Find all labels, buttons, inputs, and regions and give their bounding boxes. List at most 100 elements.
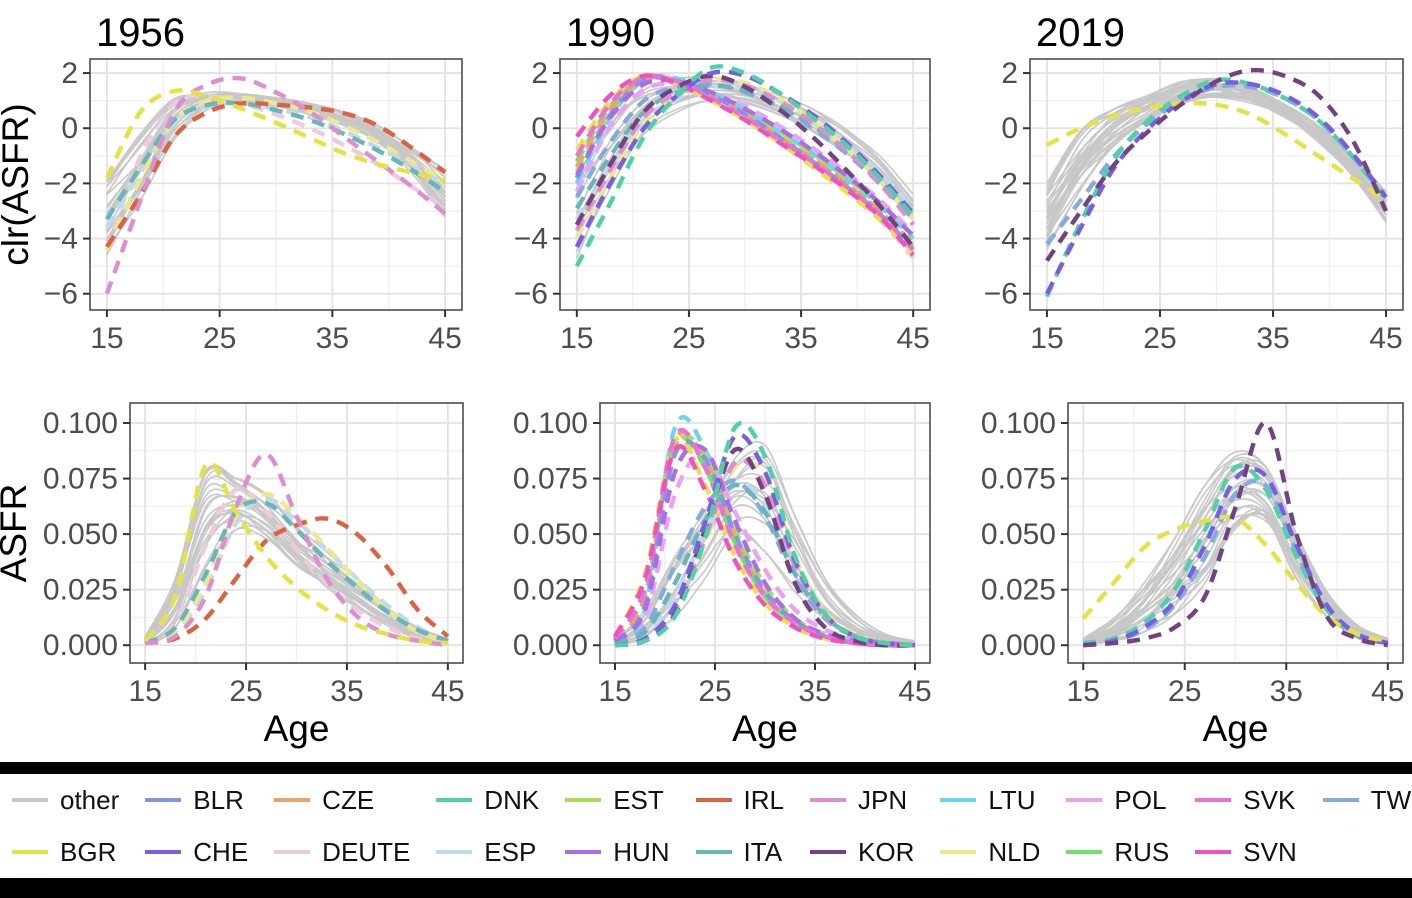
legend-swatch-CZE bbox=[274, 798, 311, 802]
legend-label-SVK: SVK bbox=[1243, 784, 1296, 815]
x-axis-label: Age bbox=[264, 708, 330, 749]
panel-ASFR-2: 15 25 35 45 0.100 0.075 0.050 0.025 0.000 Age bbox=[981, 402, 1404, 749]
legend-swatch-LTU bbox=[940, 798, 977, 802]
y-tick-label: 0 bbox=[1001, 112, 1018, 145]
legend-item-SVK: SVK bbox=[1195, 785, 1296, 816]
line-other bbox=[614, 455, 916, 644]
legend-swatch-EST bbox=[565, 798, 602, 802]
line-IRL bbox=[105, 100, 447, 249]
line-DEUTE bbox=[104, 93, 447, 251]
line-other bbox=[144, 495, 449, 642]
y-tick-label: 0 bbox=[61, 112, 78, 145]
legend-swatch-KOR bbox=[810, 850, 847, 854]
line-CHE bbox=[1082, 466, 1389, 648]
y-tick-label: 0.100 bbox=[43, 407, 118, 440]
panel-border bbox=[599, 402, 931, 664]
legend-swatch-IRL bbox=[695, 798, 732, 802]
legend-label-SVN: SVN bbox=[1243, 836, 1297, 867]
legend-swatch-NLD bbox=[940, 850, 977, 854]
line-DEUTE bbox=[143, 486, 449, 646]
y-tick-label: 0.075 bbox=[513, 463, 588, 496]
panel-border bbox=[89, 58, 463, 311]
legend-item-KOR: KOR bbox=[810, 837, 914, 868]
legend-swatch-SVK bbox=[1195, 798, 1232, 802]
legend-label-NLD: NLD bbox=[988, 836, 1041, 867]
legend-label-CHE: CHE bbox=[193, 836, 249, 867]
panel-lines bbox=[613, 414, 916, 648]
legend-item-IRL: IRL bbox=[695, 785, 784, 816]
line-ESP bbox=[614, 481, 916, 648]
line-BLR bbox=[613, 439, 916, 648]
x-tick-label: 25 bbox=[672, 322, 705, 355]
line-other bbox=[1046, 77, 1387, 193]
y-tick-label: −2 bbox=[514, 167, 548, 200]
legend-label-DNK: DNK bbox=[484, 784, 540, 815]
x-tick-label: 45 bbox=[1369, 322, 1402, 355]
x-tick-label: 25 bbox=[1143, 322, 1176, 355]
legend-swatch-JPN bbox=[810, 798, 847, 802]
y-tick-label: −6 bbox=[984, 278, 1018, 311]
legend-label-BGR: BGR bbox=[60, 836, 117, 867]
legend-item-ESP: ESP bbox=[436, 837, 539, 868]
y-tick-label: 0.025 bbox=[513, 574, 588, 607]
legend-label-TWN: TWN bbox=[1370, 784, 1412, 815]
x-tick-label: 15 bbox=[90, 322, 123, 355]
legend-swatch-ESP bbox=[436, 850, 473, 854]
line-BGR bbox=[143, 460, 449, 646]
legend-label-BLR: BLR bbox=[193, 784, 244, 815]
legend: other BGR BLR CHE CZE DEUTE DNK ESP EST HUN IRL ITA… bbox=[0, 774, 1412, 878]
panel-1990-1: 15 25 35 45 2 0 −2 −4 −6 1990 bbox=[514, 11, 931, 355]
x-tick-label: 45 bbox=[898, 675, 931, 708]
legend-item-other: other bbox=[12, 785, 119, 816]
y-tick-label: −6 bbox=[514, 278, 548, 311]
y-axis-label-ASFR: ASFR bbox=[0, 484, 34, 583]
y-tick-label: 0.025 bbox=[981, 574, 1056, 607]
legend-item-RUS: RUS bbox=[1066, 837, 1169, 868]
panel-lines bbox=[574, 64, 915, 268]
line-BGR bbox=[104, 88, 446, 183]
panel-border bbox=[559, 58, 931, 311]
legend-swatch-TWN bbox=[1322, 798, 1359, 802]
y-tick-label: 2 bbox=[61, 57, 78, 90]
line-ITA bbox=[614, 482, 916, 648]
legend-label-CZE: CZE bbox=[322, 784, 375, 815]
x-tick-label: 15 bbox=[560, 322, 593, 355]
y-tick-label: −6 bbox=[44, 278, 78, 311]
legend-item-POL: POL bbox=[1066, 785, 1169, 816]
y-tick-label: −4 bbox=[514, 223, 548, 256]
panel-lines bbox=[143, 451, 450, 648]
panel-ASFR-1: 15 25 35 45 0.100 0.075 0.050 0.025 0.000 Age bbox=[513, 402, 932, 749]
line-BGR bbox=[1045, 100, 1388, 202]
line-other bbox=[1082, 478, 1389, 643]
line-DNK bbox=[1082, 463, 1389, 646]
legend-item-SVN: SVN bbox=[1195, 836, 1297, 868]
facet-title-1990: 1990 bbox=[566, 11, 655, 55]
legend-item-CHE: CHE bbox=[145, 837, 248, 868]
legend-swatch-other bbox=[12, 798, 48, 802]
y-tick-label: 0.075 bbox=[43, 463, 118, 496]
line-JPN bbox=[144, 451, 449, 648]
legend-item-BGR: BGR bbox=[12, 837, 119, 868]
line-ITA bbox=[105, 100, 447, 221]
y-tick-label: 0.025 bbox=[43, 574, 118, 607]
panel-lines bbox=[104, 75, 447, 295]
y-tick-label: 0.075 bbox=[981, 463, 1056, 496]
legend-item-CZE: CZE bbox=[274, 785, 410, 816]
legend-swatch-BLR bbox=[145, 798, 182, 802]
y-tick-label: 0.100 bbox=[513, 407, 588, 440]
x-tick-label: 45 bbox=[896, 322, 929, 355]
legend-swatch-CHE bbox=[145, 850, 182, 854]
panel-1956-0: 15 25 35 45 2 0 −2 −4 −6 1956 clr(ASFR) bbox=[0, 11, 463, 355]
legend-swatch-RUS bbox=[1066, 850, 1103, 854]
legend-swatch-SVN bbox=[1195, 850, 1232, 854]
panel-2019-2: 15 25 35 45 2 0 −2 −4 −6 2019 bbox=[984, 11, 1404, 355]
y-tick-label: 0.050 bbox=[513, 518, 588, 551]
legend-item-ITA: ITA bbox=[695, 837, 784, 868]
legend-top-divider bbox=[0, 762, 1412, 774]
line-SVN bbox=[575, 73, 915, 257]
bottom-bar bbox=[0, 878, 1412, 898]
y-tick-label: 2 bbox=[531, 57, 548, 90]
line-KOR bbox=[574, 73, 915, 249]
legend-swatch-BGR bbox=[12, 850, 48, 854]
